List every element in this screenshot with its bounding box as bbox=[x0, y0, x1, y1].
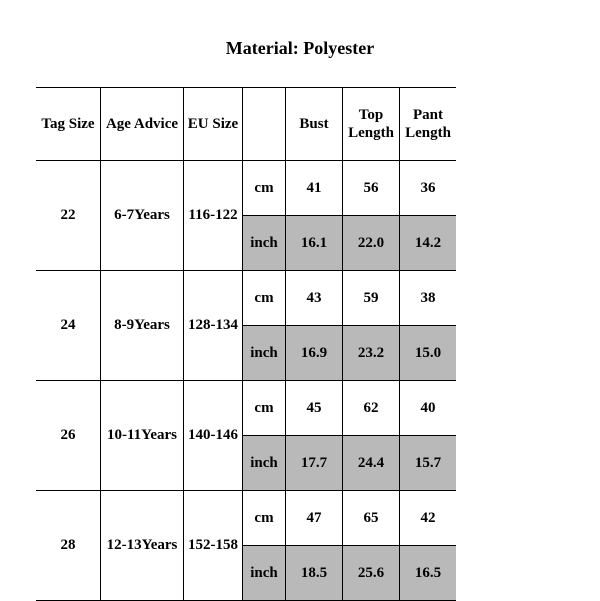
col-age-advice: Age Advice bbox=[101, 88, 184, 161]
cell-pant: 15.7 bbox=[400, 436, 457, 491]
cell-bust: 18.5 bbox=[286, 546, 343, 601]
cell-eu: 140-146 bbox=[184, 381, 243, 491]
cell-age: 8-9Years bbox=[101, 271, 184, 381]
cell-pant: 40 bbox=[400, 381, 457, 436]
cell-top: 25.6 bbox=[343, 546, 400, 601]
cell-unit-cm: cm bbox=[243, 491, 286, 546]
cell-pant: 36 bbox=[400, 161, 457, 216]
cell-top: 56 bbox=[343, 161, 400, 216]
cell-pant: 42 bbox=[400, 491, 457, 546]
cell-age: 10-11Years bbox=[101, 381, 184, 491]
cell-age: 12-13Years bbox=[101, 491, 184, 601]
cell-pant: 14.2 bbox=[400, 216, 457, 271]
cell-pant: 16.5 bbox=[400, 546, 457, 601]
cell-unit-inch: inch bbox=[243, 436, 286, 491]
cell-unit-inch: inch bbox=[243, 326, 286, 381]
cell-bust: 43 bbox=[286, 271, 343, 326]
col-eu-size: EU Size bbox=[184, 88, 243, 161]
header-row: Tag Size Age Advice EU Size Bust Top Len… bbox=[36, 88, 456, 161]
cell-bust: 41 bbox=[286, 161, 343, 216]
size-chart-table: Tag Size Age Advice EU Size Bust Top Len… bbox=[36, 87, 456, 601]
cell-top: 65 bbox=[343, 491, 400, 546]
table-row: 22 6-7Years 116-122 cm 41 56 36 bbox=[36, 161, 456, 216]
cell-tag: 22 bbox=[36, 161, 101, 271]
cell-top: 59 bbox=[343, 271, 400, 326]
cell-top: 22.0 bbox=[343, 216, 400, 271]
cell-age: 6-7Years bbox=[101, 161, 184, 271]
cell-bust: 47 bbox=[286, 491, 343, 546]
cell-tag: 26 bbox=[36, 381, 101, 491]
size-chart-body: 22 6-7Years 116-122 cm 41 56 36 inch 16.… bbox=[36, 161, 456, 601]
cell-unit-cm: cm bbox=[243, 381, 286, 436]
cell-unit-cm: cm bbox=[243, 271, 286, 326]
cell-pant: 15.0 bbox=[400, 326, 457, 381]
cell-unit-cm: cm bbox=[243, 161, 286, 216]
page-title: Material: Polyester bbox=[0, 0, 600, 87]
cell-unit-inch: inch bbox=[243, 546, 286, 601]
cell-tag: 24 bbox=[36, 271, 101, 381]
cell-bust: 16.9 bbox=[286, 326, 343, 381]
cell-top: 24.4 bbox=[343, 436, 400, 491]
col-tag-size: Tag Size bbox=[36, 88, 101, 161]
cell-eu: 116-122 bbox=[184, 161, 243, 271]
table-row: 28 12-13Years 152-158 cm 47 65 42 bbox=[36, 491, 456, 546]
col-bust: Bust bbox=[286, 88, 343, 161]
cell-tag: 28 bbox=[36, 491, 101, 601]
table-row: 26 10-11Years 140-146 cm 45 62 40 bbox=[36, 381, 456, 436]
cell-bust: 16.1 bbox=[286, 216, 343, 271]
cell-top: 62 bbox=[343, 381, 400, 436]
cell-pant: 38 bbox=[400, 271, 457, 326]
cell-eu: 152-158 bbox=[184, 491, 243, 601]
col-unit bbox=[243, 88, 286, 161]
table-row: 24 8-9Years 128-134 cm 43 59 38 bbox=[36, 271, 456, 326]
cell-unit-inch: inch bbox=[243, 216, 286, 271]
cell-bust: 45 bbox=[286, 381, 343, 436]
col-top-length: Top Length bbox=[343, 88, 400, 161]
col-pant-length: Pant Length bbox=[400, 88, 457, 161]
cell-top: 23.2 bbox=[343, 326, 400, 381]
cell-bust: 17.7 bbox=[286, 436, 343, 491]
cell-eu: 128-134 bbox=[184, 271, 243, 381]
